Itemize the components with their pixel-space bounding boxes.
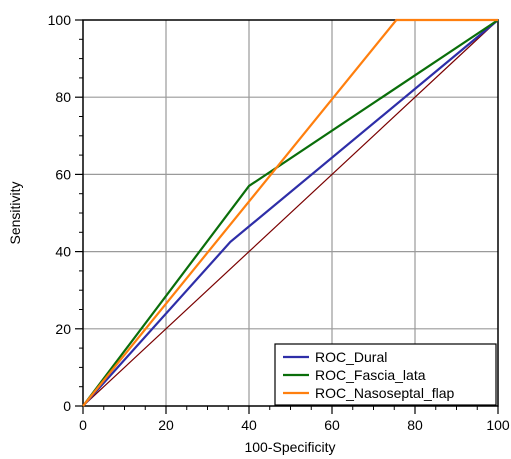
x-axis-label: 100-Specificity [244,439,335,455]
series-line-roc-nasoseptal-flap [82,18,498,407]
reference-diagonal-line [82,19,499,407]
x-tick-label: 60 [324,417,340,433]
y-tick-label: 60 [55,166,71,182]
series-line-roc-dural [82,19,499,407]
x-tick-label: 100 [486,417,510,433]
y-tick-label: 20 [55,321,71,337]
x-tick-label: 80 [407,417,423,433]
legend-label: ROC_Nasoseptal_flap [315,385,455,401]
x-tick-label: 40 [241,417,257,433]
legend: ROC_Dural ROC_Fascia_lata ROC_Nasoseptal_f… [274,343,497,406]
y-tick-label: 0 [63,398,71,414]
legend-label: ROC_Dural [315,349,387,365]
y-tick-label: 80 [55,89,71,105]
x-tick-label: 0 [79,417,87,433]
y-tick-label: 40 [55,244,71,260]
y-tick-label: 100 [48,12,72,28]
legend-label: ROC_Fascia_lata [315,367,426,383]
axis-ticks: 0 20 40 60 80 100 0 20 40 60 80 100 [48,12,510,433]
series-lines [82,18,499,407]
x-tick-label: 20 [158,417,174,433]
legend-box [274,343,497,406]
y-axis-label: Sensitivity [7,181,23,244]
series-line-roc-fascia-lata [82,19,499,407]
